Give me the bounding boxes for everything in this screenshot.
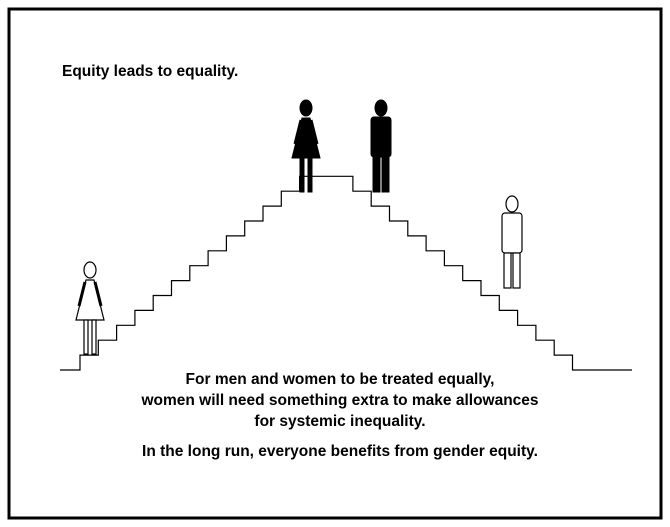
caption-line: For men and women to be treated equally, <box>186 371 495 388</box>
caption-line: women will need something extra to make … <box>140 392 538 409</box>
slide: Equity leads to equality. For men and wo… <box>0 0 670 527</box>
frame <box>9 9 661 518</box>
title: Equity leads to equality. <box>62 63 238 80</box>
caption-line: for systemic inequality. <box>254 413 425 430</box>
footer: In the long run, everyone benefits from … <box>142 443 538 460</box>
